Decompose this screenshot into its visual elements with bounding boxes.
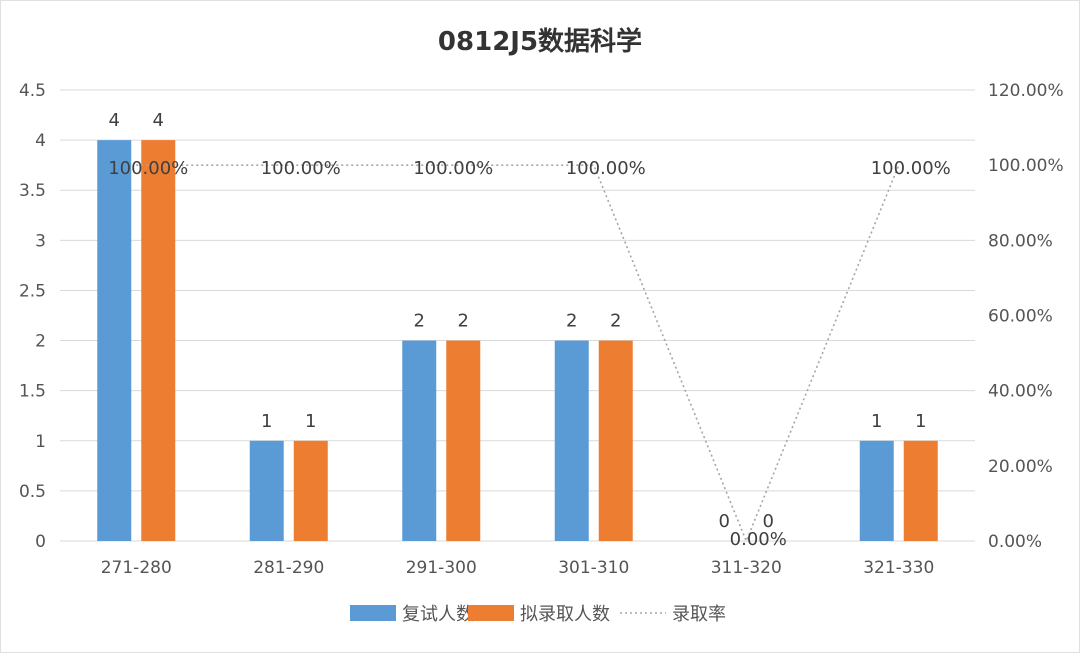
bar-data-label: 4 <box>153 110 164 131</box>
right-tick-label: 80.00% <box>988 231 1053 251</box>
bar-data-label: 2 <box>458 311 469 332</box>
legend[interactable]: 复试人数 拟录取人数 录取率 <box>350 604 726 625</box>
right-tick-label: 20.00% <box>988 457 1053 477</box>
rate-line: 100.00% 100.00% 100.00% 100.00% 0.00% 100.00% <box>108 158 951 550</box>
bar <box>859 440 894 541</box>
rate-data-label: 100.00% <box>871 158 951 179</box>
left-tick-label: 2 <box>35 332 46 352</box>
bar <box>402 340 437 541</box>
bar <box>141 140 176 541</box>
bar <box>293 440 328 541</box>
left-tick-label: 0.5 <box>19 482 46 502</box>
legend-swatch <box>350 605 396 621</box>
bar <box>903 440 938 541</box>
left-tick-label: 3.5 <box>19 181 46 201</box>
legend-item[interactable]: 拟录取人数 <box>468 604 610 625</box>
category-label: 301-310 <box>558 558 629 578</box>
rate-data-label: 100.00% <box>261 158 341 179</box>
bars: 4 4 1 1 2 2 2 2 0 0 1 1 <box>97 110 938 541</box>
left-tick-label: 2.5 <box>19 281 46 301</box>
bar-data-label: 2 <box>610 311 621 332</box>
left-tick-label: 4.5 <box>19 81 46 101</box>
legend-swatch <box>468 605 514 621</box>
right-tick-label: 100.00% <box>988 156 1064 176</box>
category-label: 311-320 <box>711 558 782 578</box>
category-labels: 271-280 281-290 291-300 301-310 311-320 321-3… <box>101 558 935 578</box>
category-label: 271-280 <box>101 558 172 578</box>
rate-line-path <box>136 164 900 544</box>
bar-data-label: 1 <box>871 411 882 432</box>
chart-title: 0812J5数据科学 <box>438 26 642 57</box>
bar-data-label: 2 <box>566 311 577 332</box>
bar-data-label: 1 <box>261 411 272 432</box>
left-tick-label: 1.5 <box>19 382 46 402</box>
right-tick-label: 0.00% <box>988 532 1042 552</box>
left-tick-label: 0 <box>35 532 46 552</box>
right-tick-label: 40.00% <box>988 382 1053 402</box>
left-axis-ticks: 0 0.5 1 1.5 2 2.5 3 3.5 4 4.5 <box>19 81 46 552</box>
left-tick-label: 1 <box>35 432 46 452</box>
rate-data-label: 100.00% <box>413 158 493 179</box>
bar <box>554 340 589 541</box>
bar <box>598 340 633 541</box>
bar-data-label: 4 <box>109 110 120 131</box>
legend-label: 复试人数 <box>402 604 474 625</box>
rate-data-label: 100.00% <box>566 158 646 179</box>
category-label: 291-300 <box>406 558 477 578</box>
gridlines <box>60 89 975 542</box>
legend-item[interactable]: 复试人数 <box>350 604 474 625</box>
bar-data-label: 1 <box>915 411 926 432</box>
legend-item[interactable]: 录取率 <box>620 604 726 625</box>
bar-data-label: 0 <box>719 511 730 532</box>
legend-label: 拟录取人数 <box>520 604 610 625</box>
bar-data-label: 2 <box>414 311 425 332</box>
right-axis-ticks: 0.00% 20.00% 40.00% 60.00% 80.00% 100.00% 120.… <box>988 81 1064 552</box>
bar <box>97 140 132 541</box>
bar <box>249 440 284 541</box>
bar <box>446 340 481 541</box>
bar-data-label: 0 <box>763 511 774 532</box>
category-label: 281-290 <box>253 558 324 578</box>
rate-data-label: 0.00% <box>730 529 787 550</box>
legend-label: 录取率 <box>672 604 726 625</box>
rate-data-label: 100.00% <box>108 158 188 179</box>
left-tick-label: 3 <box>35 231 46 251</box>
bar-data-label: 1 <box>305 411 316 432</box>
right-tick-label: 120.00% <box>988 81 1064 101</box>
left-tick-label: 4 <box>35 131 46 151</box>
category-label: 321-330 <box>863 558 934 578</box>
right-tick-label: 60.00% <box>988 307 1053 327</box>
